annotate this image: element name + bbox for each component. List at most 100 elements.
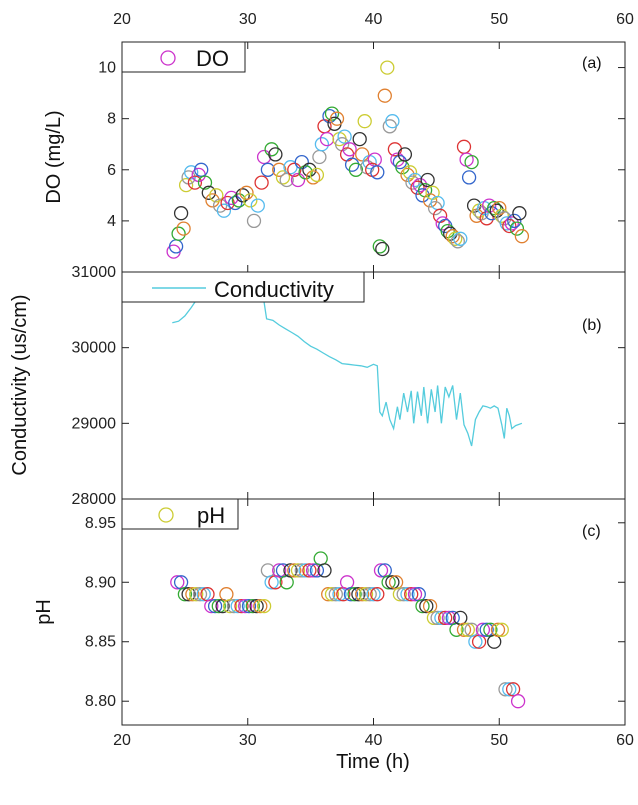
data-point [176,221,191,236]
legend-do: DO [121,41,246,73]
x-tick-label-top: 50 [490,11,508,28]
data-point [260,162,276,177]
panel-b-yticks: 28000 29000 30000 31000 [72,264,625,508]
data-point [249,598,264,614]
panel-c: 8.80 8.85 8.90 8.95 pH (c) pH [33,498,626,726]
data-point [507,213,522,229]
x-tick-label: 30 [239,732,257,749]
data-point [400,587,415,602]
data-point [390,152,405,167]
data-point [351,587,366,602]
legend-do-box [121,41,246,73]
data-point [337,129,352,144]
legend-do-marker [160,50,176,66]
panel-b-tag: (b) [582,317,602,334]
data-point [256,149,272,165]
data-point [370,587,385,602]
data-point [490,622,506,637]
data-point [231,193,247,208]
data-point [344,157,360,172]
y-tick-label: 8 [107,111,116,128]
data-point [187,175,203,190]
x-tick-label-top: 20 [113,11,131,28]
y-tick-label: 6 [107,162,116,179]
x-tick-label: 40 [365,732,383,749]
data-point [392,587,408,602]
y-tick-label: 29000 [72,415,117,432]
data-point [256,598,272,614]
data-point [366,587,381,602]
data-point [328,587,343,602]
data-point [434,610,449,626]
panel-c-xticks [121,499,626,725]
data-point [370,165,385,180]
y-tick-label: 28000 [72,491,117,508]
data-point [339,575,355,590]
data-point [357,114,372,129]
data-point [243,193,258,208]
data-point [294,154,309,170]
data-point [464,154,479,170]
x-tick-label-top: 40 [365,11,383,28]
data-point [268,147,283,162]
data-point [510,694,526,709]
top-x-tick-labels: 20 30 40 50 60 [113,11,634,28]
legend-conductivity-label: Conductivity [214,277,334,302]
data-point [355,587,370,602]
data-point [475,622,491,637]
data-point [228,195,243,211]
data-point [264,575,279,590]
y-tick-label: 8.95 [85,515,116,532]
data-point [453,231,468,246]
data-point [512,206,527,221]
data-point [309,167,325,183]
data-point [287,162,302,177]
data-point [197,175,213,190]
data-point [505,682,521,697]
data-point [312,149,327,165]
data-point [322,108,337,124]
data-point [400,167,415,183]
data-point [220,195,235,211]
data-point [264,142,279,157]
data-point [168,239,184,254]
data-point [385,575,400,590]
data-point [302,563,317,578]
data-point [407,587,423,602]
data-point [380,60,395,75]
data-point [235,188,250,203]
conductivity-line [172,278,523,447]
data-point [313,551,328,566]
data-point [430,195,445,211]
data-point [498,682,513,697]
y-tick-label: 30000 [72,340,117,357]
data-point [250,198,265,213]
panel-c-frame [121,498,626,726]
panel-a-yticks: 4 6 8 10 [98,60,625,230]
data-point [238,598,253,614]
legend-conductivity-box [121,271,365,303]
x-axis-label: Time (h) [336,751,410,773]
data-point [272,563,287,578]
panel-a-tag: (a) [582,55,602,72]
legend-ph-label: pH [197,503,225,528]
data-point [410,180,425,195]
data-point [402,165,418,180]
data-point [502,218,517,234]
data-point [234,598,249,614]
data-point [404,587,419,602]
data-point [329,111,345,126]
panel-a-ylabel: DO (mg/L) [43,110,65,203]
data-point [342,142,357,157]
data-point [253,598,268,614]
data-point [468,634,483,649]
data-point [272,162,287,177]
data-point [321,587,336,602]
data-point [504,216,519,231]
data-point [279,172,294,188]
data-point [290,563,306,578]
data-point [171,226,186,241]
x-tick-label: 50 [490,732,508,749]
data-point [184,165,199,180]
data-point [209,188,224,203]
